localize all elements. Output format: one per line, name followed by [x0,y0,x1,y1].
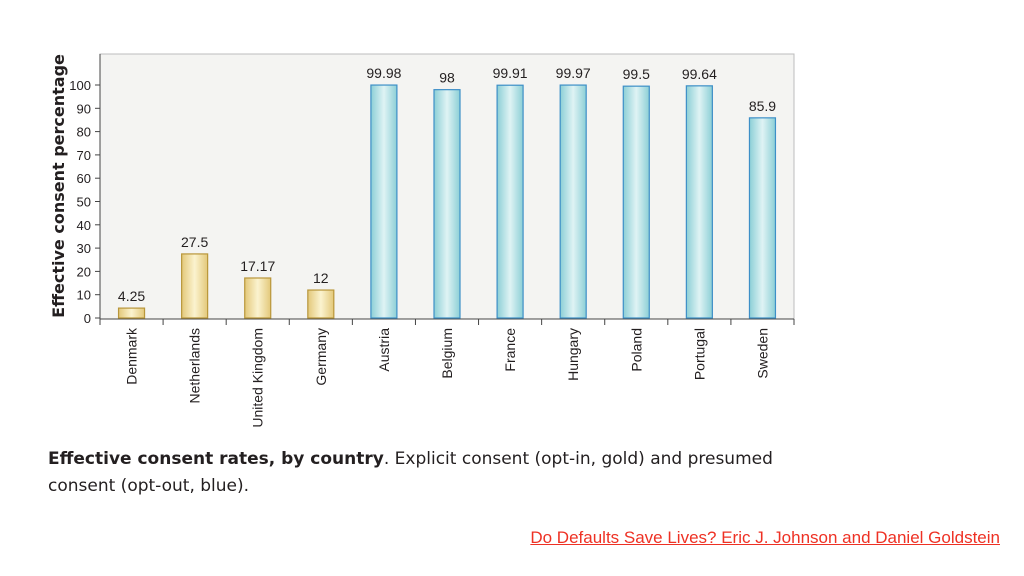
bar-hungary [559,84,587,319]
caption-text: . Explicit consent (opt-in, gold) and pr… [48,449,773,496]
value-label: 85.9 [749,98,776,114]
y-tick-label: 0 [84,311,91,326]
value-label: 12 [313,270,329,286]
x-tick-label: Hungary [565,328,581,381]
value-label: 98 [439,70,455,86]
bar-denmark [117,307,146,319]
value-labels: 4.25 27.5 17.17 12 99.98 98 99.91 99.97 99.5 99.6… [118,65,776,304]
caption-bold: Effective consent rates, by country [48,449,384,469]
y-tick-label: 50 [77,195,91,210]
y-tick-label: 100 [69,78,91,93]
y-tick-label: 30 [77,241,91,256]
bar-sweden [748,117,777,319]
y-axis: 0 10 20 30 40 50 60 70 80 90 100 [69,54,101,326]
x-tick-label: Netherlands [187,328,203,404]
x-axis [99,318,795,325]
value-label: 4.25 [118,288,145,304]
x-tick-label: United Kingdom [250,328,266,428]
bar-portugal [685,85,713,319]
y-tick-label: 90 [77,101,91,116]
bar-poland [622,85,650,319]
y-tick-label: 70 [77,148,91,163]
x-tick-label: Belgium [439,328,455,379]
value-label: 99.91 [493,65,528,81]
x-tick-label: Sweden [754,328,770,379]
bar-austria [370,84,398,319]
bar-france [496,84,524,319]
source-link[interactable]: Do Defaults Save Lives? Eric J. Johnson … [530,528,1000,547]
y-tick-label: 80 [77,125,91,140]
y-axis-label: Effective consent percentage [49,54,68,318]
x-tick-label: Germany [313,328,329,386]
bar-germany [307,289,335,319]
bar-belgium [433,89,461,319]
x-tick-label: Poland [628,328,644,372]
value-label: 99.98 [366,65,401,81]
value-label: 27.5 [181,234,208,250]
consent-bar-chart: 0 10 20 30 40 50 60 70 80 90 100 4.25 27.5 17.17 12 99… [49,53,795,428]
x-tick-label: Portugal [691,328,707,380]
figure-caption: Effective consent rates, by country. Exp… [48,446,808,500]
value-label: 99.97 [556,65,591,81]
value-label: 99.64 [682,66,717,82]
bar-united-kingdom [244,277,272,319]
bar-netherlands [181,253,209,319]
x-tick-labels: Denmark Netherlands United Kingdom Germany A… [124,327,771,428]
y-tick-label: 40 [77,218,91,233]
value-label: 99.5 [623,66,650,82]
y-tick-label: 10 [77,288,91,303]
x-tick-label: France [502,328,518,372]
bars [117,84,777,319]
x-tick-label: Austria [376,328,392,372]
x-tick-label: Denmark [124,327,140,385]
y-tick-label: 20 [77,264,91,279]
y-tick-label: 60 [77,171,91,186]
value-label: 17.17 [240,258,275,274]
